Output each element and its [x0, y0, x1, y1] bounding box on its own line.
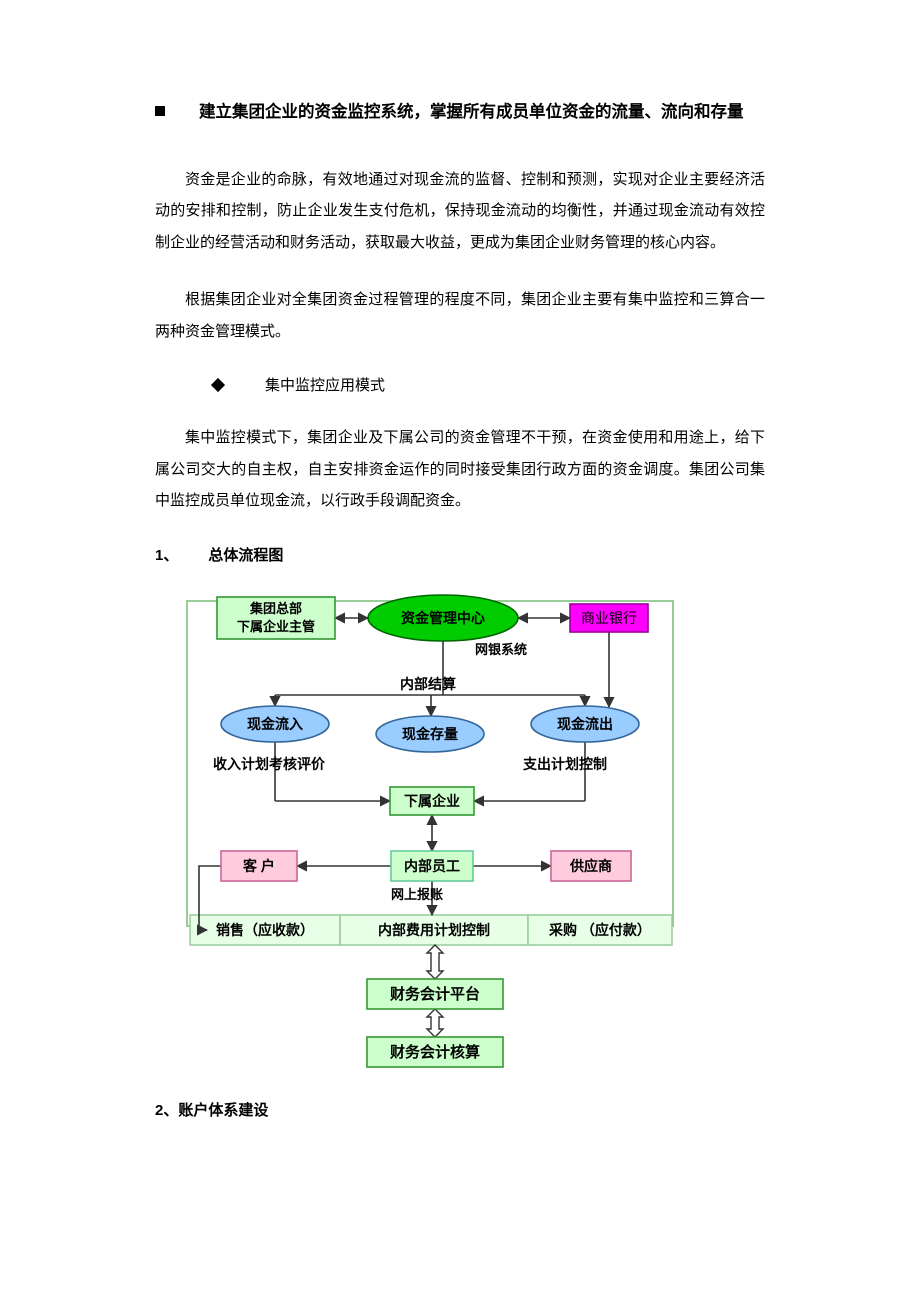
svg-text:支出计划控制: 支出计划控制	[522, 756, 607, 772]
svg-text:下属企业主管: 下属企业主管	[237, 619, 315, 634]
diamond-bullet-icon	[211, 378, 225, 392]
svg-text:收入计划考核评价: 收入计划考核评价	[213, 756, 326, 772]
ordered-item-2: 2、账户体系建设	[155, 1099, 765, 1120]
flowchart-svg: 销售（应收款） 内部费用计划控制 采购 （应付款） 集团总部下属企业主管 资金管理中心 商…	[175, 589, 685, 1069]
paragraph-3: 集中监控模式下，集团企业及下属公司的资金管理不干预，在资金使用和用途上，给下属公…	[155, 423, 765, 518]
flowchart-container: 销售（应收款） 内部费用计划控制 采购 （应付款） 集团总部下属企业主管 资金管理中心 商…	[175, 589, 765, 1069]
svg-text:现金流入: 现金流入	[247, 716, 303, 732]
heading-row: 建立集团企业的资金监控系统，掌握所有成员单位资金的流量、流向和存量	[155, 100, 765, 125]
svg-text:内部费用计划控制: 内部费用计划控制	[378, 922, 490, 938]
svg-text:采购 （应付款）: 采购 （应付款）	[548, 922, 651, 938]
svg-text:下属企业: 下属企业	[404, 793, 460, 809]
document-page: 建立集团企业的资金监控系统，掌握所有成员单位资金的流量、流向和存量 资金是企业的…	[0, 0, 920, 1302]
svg-text:网上报账: 网上报账	[391, 887, 443, 902]
svg-text:现金存量: 现金存量	[402, 726, 458, 742]
svg-text:资金管理中心: 资金管理中心	[401, 610, 485, 626]
svg-text:内部结算: 内部结算	[400, 676, 456, 692]
heading-1: 建立集团企业的资金监控系统，掌握所有成员单位资金的流量、流向和存量	[199, 100, 744, 125]
subheading-row: 集中监控应用模式	[213, 374, 765, 395]
svg-text:财务会计核算: 财务会计核算	[390, 1043, 480, 1061]
ordered-item-1: 1、 总体流程图	[155, 544, 765, 565]
svg-text:销售（应收款）: 销售（应收款）	[216, 922, 314, 938]
paragraph-1: 资金是企业的命脉，有效地通过对现金流的监督、控制和预测，实现对企业主要经济活动的…	[155, 165, 765, 260]
svg-text:供应商: 供应商	[569, 858, 612, 874]
svg-text:财务会计平台: 财务会计平台	[390, 985, 480, 1003]
svg-text:现金流出: 现金流出	[557, 716, 613, 732]
square-bullet-icon	[155, 106, 165, 116]
svg-text:商业银行: 商业银行	[581, 610, 637, 626]
svg-text:集团总部: 集团总部	[249, 601, 302, 616]
ordered-label: 总体流程图	[208, 544, 283, 565]
svg-text:内部员工: 内部员工	[404, 858, 460, 874]
svg-text:客 户: 客 户	[242, 858, 275, 874]
svg-text:网银系统: 网银系统	[475, 642, 527, 657]
paragraph-2: 根据集团企业对全集团资金过程管理的程度不同，集团企业主要有集中监控和三算合一两种…	[155, 285, 765, 348]
subheading-1: 集中监控应用模式	[265, 374, 385, 395]
ordered-number: 1、	[155, 544, 178, 565]
